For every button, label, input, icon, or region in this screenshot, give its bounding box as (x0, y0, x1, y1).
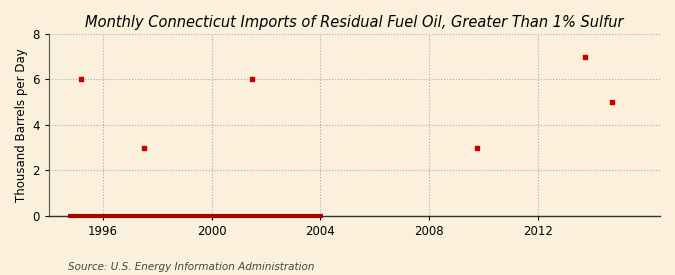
Point (138, 145, 149, 150)
Point (76, 77, 86, 82)
Text: Source: U.S. Energy Information Administration: Source: U.S. Energy Information Administ… (68, 262, 314, 272)
Point (580, 54, 591, 59)
Y-axis label: Thousand Barrels per Day: Thousand Barrels per Day (15, 48, 28, 202)
Point (607, 100, 618, 104)
Point (247, 77, 258, 82)
Point (471, 145, 482, 150)
Title: Monthly Connecticut Imports of Residual Fuel Oil, Greater Than 1% Sulfur: Monthly Connecticut Imports of Residual … (85, 15, 624, 30)
